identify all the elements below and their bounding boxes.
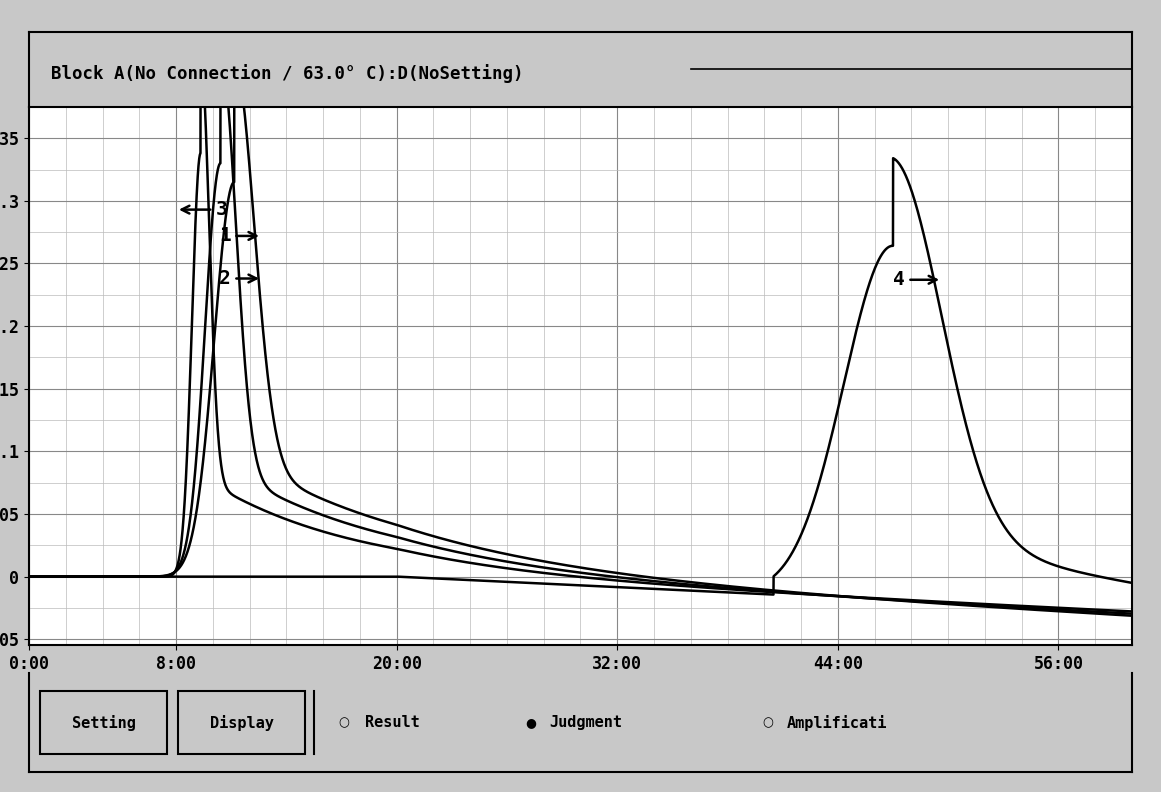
Bar: [39, 691, 167, 754]
Text: 4: 4: [893, 270, 937, 289]
Text: Display: Display: [210, 714, 274, 731]
Text: ○: ○: [338, 716, 348, 729]
Text: Judgment: Judgment: [549, 715, 622, 730]
Text: 3: 3: [181, 200, 228, 219]
Text: ●: ●: [526, 716, 536, 729]
Text: Amplificati: Amplificati: [787, 714, 887, 731]
Text: Block A(No Connection / 63.0° C):D(NoSetting): Block A(No Connection / 63.0° C):D(NoSet…: [51, 63, 524, 82]
Text: 1: 1: [219, 227, 257, 246]
Text: Setting: Setting: [72, 714, 136, 731]
Bar: [178, 691, 304, 754]
Text: Result: Result: [366, 715, 420, 730]
Text: 2: 2: [219, 269, 257, 288]
Text: ○: ○: [763, 716, 773, 729]
